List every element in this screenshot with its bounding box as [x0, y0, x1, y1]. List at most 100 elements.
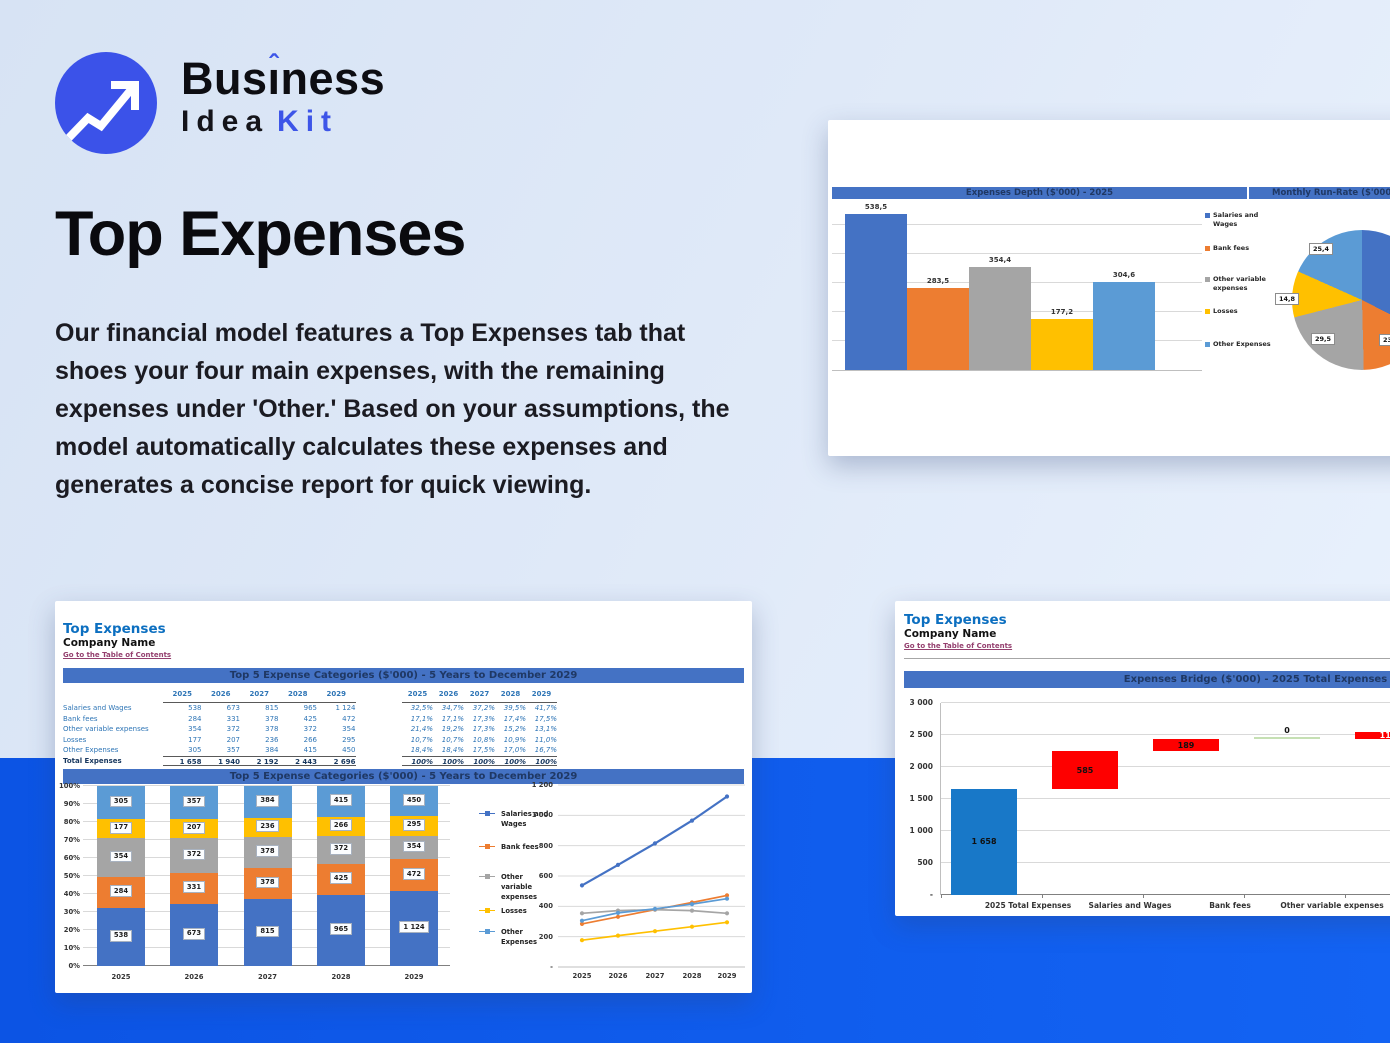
cell-pct: 17,1% [441, 714, 464, 723]
legend-item: Losses [1205, 307, 1271, 316]
stack-value-label: 415 [317, 789, 365, 807]
stack-value-label: 450 [390, 789, 438, 807]
stack-value-label: 236 [244, 815, 292, 833]
cell-value: 331 [226, 714, 240, 723]
bar-value-label: 585 [1076, 765, 1094, 775]
y-axis-label: 100% [59, 782, 80, 790]
legend-item: Other variable expenses [479, 872, 555, 903]
accent-mark: ˆ [269, 48, 279, 80]
waterfall-bar [1153, 739, 1219, 752]
bar-value-label: 0 [1284, 725, 1290, 735]
y-axis-label: 3 000 [909, 698, 934, 707]
y-axis-label: 60% [63, 854, 80, 862]
table-of-contents-link[interactable]: Go to the Table of Contents [904, 642, 1013, 650]
x-axis-label: 2028 [682, 972, 702, 980]
cell-pct: 17,1% [410, 714, 433, 723]
bar-value-label: 189 [1177, 740, 1195, 750]
total-value: 2 696 [317, 755, 356, 766]
legend-marker [485, 873, 490, 879]
bar-value-label: 283,5 [926, 277, 950, 285]
stack-value-label: 357 [170, 790, 218, 808]
x-axis-label: 2027 [645, 972, 665, 980]
cell-pct: 39,5% [503, 704, 526, 712]
cell-pct: 17,0% [503, 746, 526, 754]
cell-value: 450 [342, 746, 356, 754]
year-header: 2026 [211, 690, 231, 698]
y-axis-label: 400 [538, 902, 553, 911]
cell-value: 965 [303, 704, 317, 712]
cell-value: 236 [265, 735, 279, 744]
y-axis-label: - [929, 890, 933, 899]
stack-value-label: 305 [97, 790, 145, 808]
cell-value: 378 [265, 714, 279, 723]
legend-label: Losses [1213, 307, 1238, 315]
bar [907, 288, 969, 370]
value-box: 378 [256, 876, 279, 889]
cell-pct: 15,2% [503, 725, 526, 733]
bar [1093, 282, 1155, 370]
x-axis-label: 2025 [572, 972, 592, 980]
cell-value: 354 [188, 725, 202, 733]
total-pct: 100% [433, 755, 464, 766]
stack-value-label: 372 [317, 837, 365, 855]
row-label: Losses [63, 735, 87, 744]
sheet-title: Top Expenses [63, 621, 166, 637]
header-underline [63, 700, 744, 703]
y-axis-label: 10% [63, 944, 80, 952]
legend-marker [485, 928, 490, 934]
cell-pct: 17,5% [472, 746, 495, 754]
legend-item: Other Expenses [1205, 340, 1271, 349]
cell-pct: 32,5% [410, 704, 433, 712]
y-axis-label: 2 500 [909, 730, 934, 739]
legend-label: Salaries and Wages [501, 810, 549, 829]
gridline [941, 862, 1390, 863]
legend-swatch [1205, 277, 1210, 282]
sheet-title: Top Expenses [904, 612, 1007, 628]
y-axis-label: 20% [63, 926, 80, 934]
cell-pct: 11,0% [534, 735, 557, 744]
table-of-contents-link[interactable]: Go to the Table of Contents [63, 651, 172, 659]
row-label: Other Expenses [63, 746, 119, 754]
value-box: 354 [402, 840, 426, 853]
table-row: Other variable expenses 354 372 378 372 354 21… [63, 724, 744, 735]
table-header: Top 5 Expense Categories ($'000) - 5 Yea… [63, 668, 744, 683]
value-box: 207 [182, 821, 206, 834]
cell-value: 284 [188, 714, 202, 723]
underline [402, 700, 557, 703]
value-box: 538 [109, 929, 133, 942]
stack-value-label: 295 [390, 813, 438, 831]
cell-value: 305 [188, 746, 202, 754]
pie-slice-label: 25,4 [1309, 243, 1334, 255]
total-pct: 100% [526, 755, 557, 766]
total-pct: 100% [464, 755, 495, 766]
value-box: 295 [402, 818, 426, 831]
year-header: 2025 [172, 690, 192, 698]
underline [163, 700, 356, 703]
value-box: 354 [109, 850, 133, 863]
legend-item: Salaries and Wages [479, 809, 555, 829]
axis-tick [1042, 895, 1043, 898]
cell-value: 1 124 [335, 704, 356, 712]
legend-item: Other Expenses [479, 927, 555, 947]
table-year-row: 2025 2026 2027 2028 2029 2025 2026 2027 2028 2029 [63, 688, 744, 700]
axis-tick [1143, 895, 1144, 898]
total-value: 1 940 [201, 755, 240, 766]
row-label: Other variable expenses [63, 725, 149, 733]
cell-pct: 10,9% [503, 735, 526, 744]
year-header: 2025 [407, 690, 428, 698]
value-box: 1 124 [399, 921, 429, 934]
x-axis-label: 2026 [608, 972, 628, 980]
run-rate-pie-chart [1292, 230, 1390, 370]
gridline [83, 785, 450, 786]
x-axis-label: 2026 [184, 973, 204, 981]
cell-pct: 17,4% [503, 714, 526, 723]
cell-value: 354 [342, 725, 356, 733]
expenses-bridge-screenshot-card: Top Expenses Company Name Go to the Tabl… [895, 601, 1390, 916]
bar [1031, 319, 1093, 370]
cell-value: 295 [342, 735, 356, 744]
cell-value: 372 [303, 725, 317, 733]
total-label: Total Expenses [63, 756, 122, 765]
cell-pct: 19,2% [441, 725, 464, 733]
year-header: 2029 [326, 690, 346, 698]
